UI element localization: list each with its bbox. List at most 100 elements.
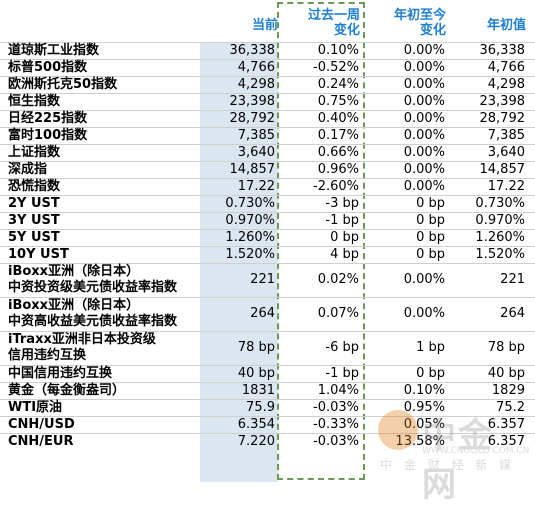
ytd-change-value: 0.95% <box>403 400 445 415</box>
ytd-change-value: 0.00% <box>403 145 445 160</box>
current-value: 14,857 <box>229 162 276 177</box>
ytd-change-value: 0.00% <box>403 128 445 143</box>
row-name: 富时100指数 <box>8 128 87 144</box>
year-start-value: 17.22 <box>487 179 525 194</box>
year-start-value: 1.260% <box>475 230 525 245</box>
table-row: 深成指 14,857 0.96% 0.00% 14,857 <box>0 161 535 178</box>
week-change-value: -1 bp <box>325 213 359 228</box>
row-divider <box>0 399 535 400</box>
row-name: iTraxx亚洲非日本投资级 信用违约互换 <box>8 332 156 364</box>
year-start-value: 36,338 <box>479 43 526 58</box>
year-start-value: 0.970% <box>475 213 525 228</box>
current-value: 78 bp <box>237 340 275 355</box>
year-start-value: 28,792 <box>479 111 526 126</box>
row-name: 中国信用违约互换 <box>8 366 112 382</box>
row-name-line1: 3Y UST <box>8 213 60 228</box>
table-row: 标普500指数 4,766 -0.52% 0.00% 4,766 <box>0 59 535 76</box>
cngold-logo-icon <box>378 410 418 450</box>
row-divider <box>0 297 535 298</box>
row-name-line1: 10Y UST <box>8 247 69 262</box>
ytd-change-value: 0 bp <box>416 230 445 245</box>
ytd-change-value: 0.00% <box>403 179 445 194</box>
row-name: 欧洲斯托克50指数 <box>8 77 117 93</box>
header-ytd-change-line2: 变化 <box>419 23 446 38</box>
current-value: 0.970% <box>225 213 275 228</box>
row-name-line1: 欧洲斯托克50指数 <box>8 77 118 92</box>
current-value: 1.260% <box>225 230 275 245</box>
ytd-change-value: 0.00% <box>403 77 445 92</box>
row-name-line1: 道琼斯工业指数 <box>8 43 100 58</box>
week-change-value: 0.10% <box>317 43 359 58</box>
ytd-change-value: 0 bp <box>416 196 445 211</box>
ytd-change-value: 13.58% <box>395 434 445 449</box>
week-change-value: 0.40% <box>317 111 359 126</box>
ytd-change-value: 0.00% <box>403 306 445 321</box>
week-change-value: 0.02% <box>317 272 359 287</box>
row-name: iBoxx亚洲（除日本） 中资高收益美元债收益率指数 <box>8 298 177 330</box>
current-column-highlight <box>200 43 278 482</box>
row-name: CNH/USD <box>8 417 75 433</box>
year-start-value: 40 bp <box>487 366 525 381</box>
row-name-line2: 中资投资级美元债收益率指数 <box>8 280 178 295</box>
week-change-value: -0.33% <box>313 417 359 432</box>
row-name-line1: CNH/USD <box>8 417 75 432</box>
row-name-line1: CNH/EUR <box>8 434 74 449</box>
row-name: 2Y UST <box>8 196 60 212</box>
ytd-change-value: 0.00% <box>403 162 445 177</box>
row-divider <box>0 59 535 60</box>
current-value: 1.520% <box>225 247 275 262</box>
week-change-value: -2.60% <box>313 179 359 194</box>
year-start-value: 264 <box>500 306 525 321</box>
row-name: 标普500指数 <box>8 60 87 76</box>
row-name-line1: 5Y UST <box>8 230 60 245</box>
row-divider <box>0 212 535 213</box>
year-start-value: 78 bp <box>487 340 525 355</box>
year-start-value: 4,298 <box>487 77 525 92</box>
table-row: 黄金（每金衡盎司） 1831 1.04% 0.10% 1829 <box>0 382 535 399</box>
header-ytd-change-line1: 年初至今 <box>393 8 446 23</box>
row-name-line1: 上证指数 <box>8 145 61 160</box>
table-row: 上证指数 3,640 0.66% 0.00% 3,640 <box>0 144 535 161</box>
row-divider <box>0 178 535 179</box>
year-start-value: 1.520% <box>475 247 525 262</box>
header-year-start: 年初值 <box>446 18 526 33</box>
week-change-value: -0.03% <box>313 434 359 449</box>
row-name: 黄金（每金衡盎司） <box>8 383 125 399</box>
row-name-line1: 中国信用违约互换 <box>8 366 113 381</box>
row-name: 日经225指数 <box>8 111 87 127</box>
current-value: 4,298 <box>237 77 275 92</box>
week-change-value: 0.24% <box>317 77 359 92</box>
year-start-value: 221 <box>500 272 525 287</box>
year-start-value: 14,857 <box>479 162 526 177</box>
row-name: 深成指 <box>8 162 47 178</box>
row-name: 道琼斯工业指数 <box>8 43 99 59</box>
header-week-change: 过去一周 变化 <box>280 8 360 38</box>
year-start-value: 6.357 <box>487 417 525 432</box>
header-week-change-line1: 过去一周 <box>307 8 360 23</box>
current-value: 1831 <box>241 383 275 398</box>
row-name: 10Y UST <box>8 247 69 263</box>
week-change-value: 0.75% <box>317 94 359 109</box>
current-value: 264 <box>250 306 275 321</box>
row-divider <box>0 93 535 94</box>
row-name-line1: 黄金（每金衡盎司） <box>8 383 126 398</box>
header-week-change-line2: 变化 <box>333 23 360 38</box>
row-divider <box>0 416 535 417</box>
row-name: 5Y UST <box>8 230 60 246</box>
week-change-value: 1.04% <box>317 383 359 398</box>
row-name: WTI原油 <box>8 400 62 416</box>
row-name-line1: 深成指 <box>8 162 48 177</box>
table-row: 道琼斯工业指数 36,338 0.10% 0.00% 36,338 <box>0 42 535 59</box>
ytd-change-value: 0 bp <box>416 366 445 381</box>
ytd-change-value: 0.00% <box>403 111 445 126</box>
table-row: 日经225指数 28,792 0.40% 0.00% 28,792 <box>0 110 535 127</box>
row-name-line1: iBoxx亚洲（除日本） <box>8 298 140 313</box>
table-row: iBoxx亚洲（除日本） 中资投资级美元债收益率指数 221 0.02% 0.00% 22… <box>0 263 535 297</box>
row-divider <box>0 365 535 366</box>
table-row: CNH/EUR 7.220 -0.03% 13.58% 6.357 <box>0 433 535 450</box>
week-change-value: 0.07% <box>317 306 359 321</box>
year-start-value: 3,640 <box>487 145 525 160</box>
current-value: 17.22 <box>237 179 275 194</box>
table-row: 恐慌指数 17.22 -2.60% 0.00% 17.22 <box>0 178 535 195</box>
table-row: iBoxx亚洲（除日本） 中资高收益美元债收益率指数 264 0.07% 0.00% 26… <box>0 297 535 331</box>
